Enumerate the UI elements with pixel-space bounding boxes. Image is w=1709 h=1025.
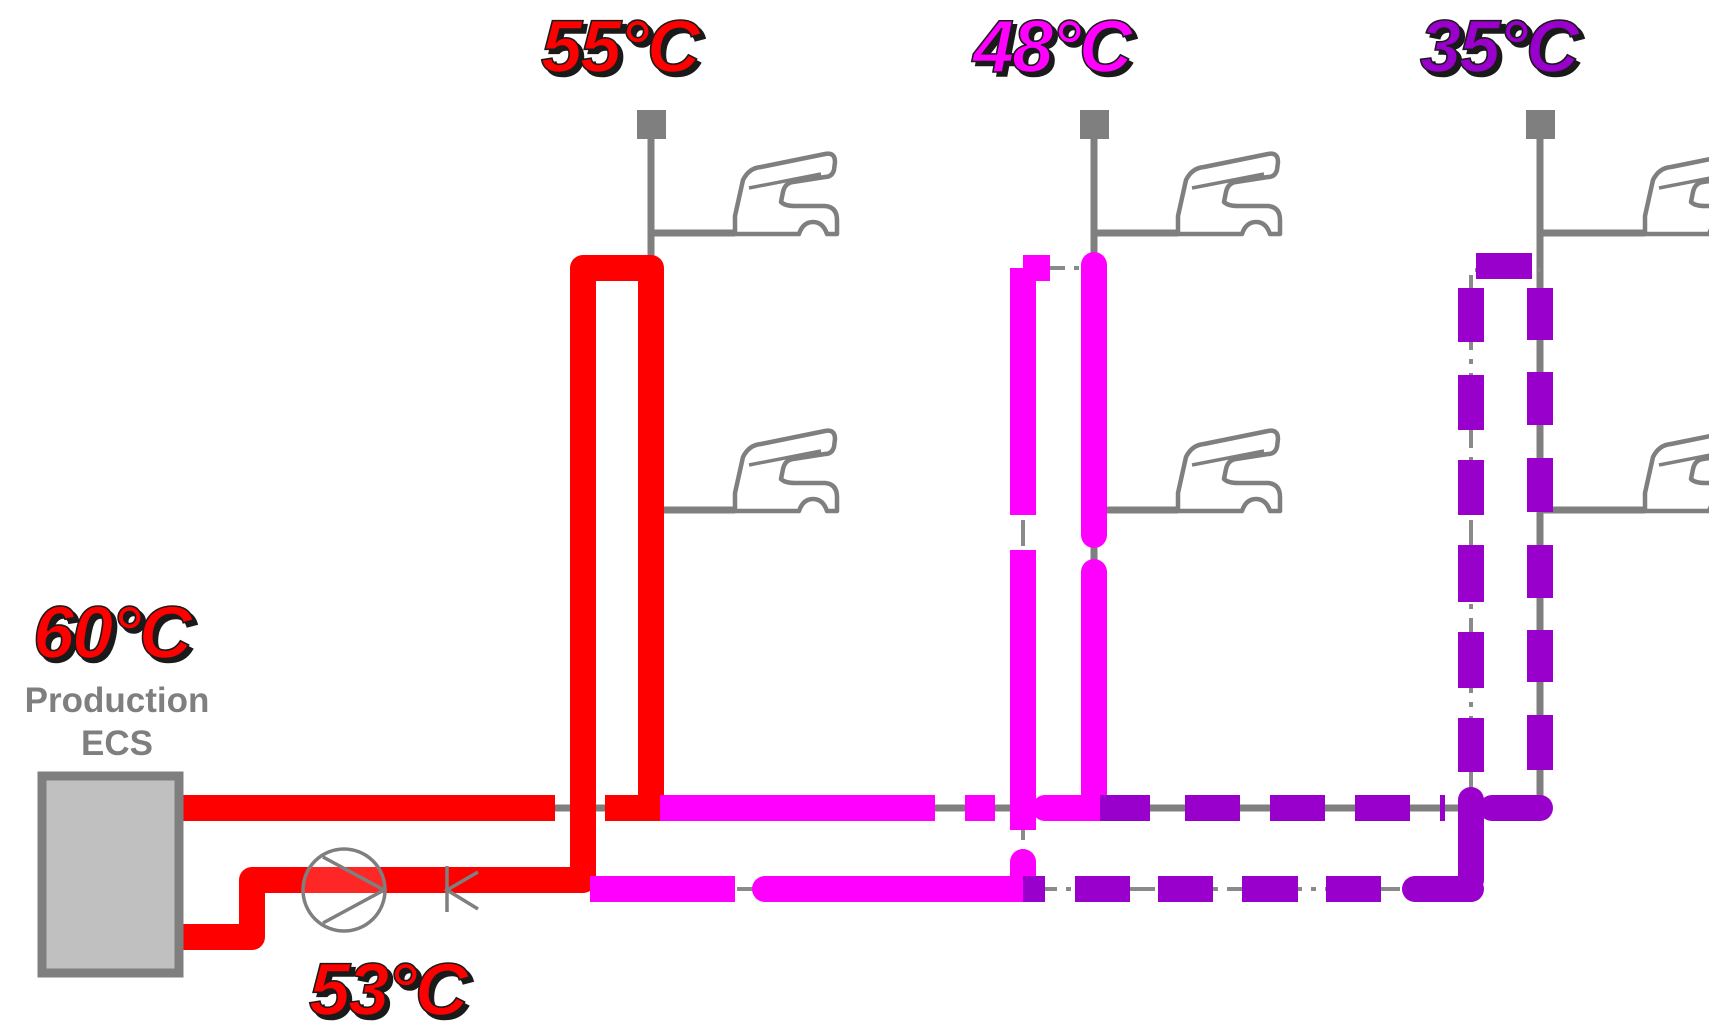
svg-text:55°C: 55°C — [545, 9, 706, 92]
riser-magenta-temperature: 48°C — [971, 5, 1134, 88]
riser-end-caps — [637, 110, 1555, 139]
svg-text:35°C: 35°C — [1424, 9, 1585, 92]
faucet-icon — [1645, 154, 1709, 234]
svg-text:60°C: 60°C — [37, 595, 198, 678]
svg-text:53°C: 53°C — [313, 952, 474, 1025]
faucets — [735, 154, 1709, 511]
riser-purple-temperature: 35°C — [1420, 5, 1581, 88]
riser-end-cap-icon — [1526, 110, 1555, 139]
faucet-icon — [1178, 154, 1280, 234]
check-valve-icon — [443, 866, 479, 912]
circulation-pump-icon — [301, 847, 388, 933]
ecs-label: ECS — [81, 724, 153, 763]
hot-pipe-red — [180, 255, 664, 950]
cool-pipe-purple — [1023, 253, 1553, 902]
temperature-labels: 55°C 55°C 48°C 48°C 35°C 35°C 60°C 60°C … — [32, 4, 1588, 1025]
faucet-icon — [1645, 431, 1709, 511]
riser-end-cap-icon — [1080, 110, 1109, 139]
warm-pipe-magenta — [590, 252, 1113, 902]
svg-text:48°C: 48°C — [975, 9, 1138, 92]
production-temperature: 60°C — [33, 591, 194, 674]
riser-end-cap-icon — [637, 110, 666, 139]
faucet-icon — [1178, 431, 1280, 511]
riser-red-temperature: 55°C — [541, 5, 702, 88]
return-temperature: 53°C — [309, 948, 470, 1025]
faucet-icon — [735, 154, 837, 234]
hot-water-production-unit — [37, 771, 184, 978]
riser-red — [180, 255, 664, 950]
production-caption: Production ECS — [25, 681, 210, 763]
faucet-icon — [735, 431, 837, 511]
production-label: Production — [25, 681, 210, 720]
